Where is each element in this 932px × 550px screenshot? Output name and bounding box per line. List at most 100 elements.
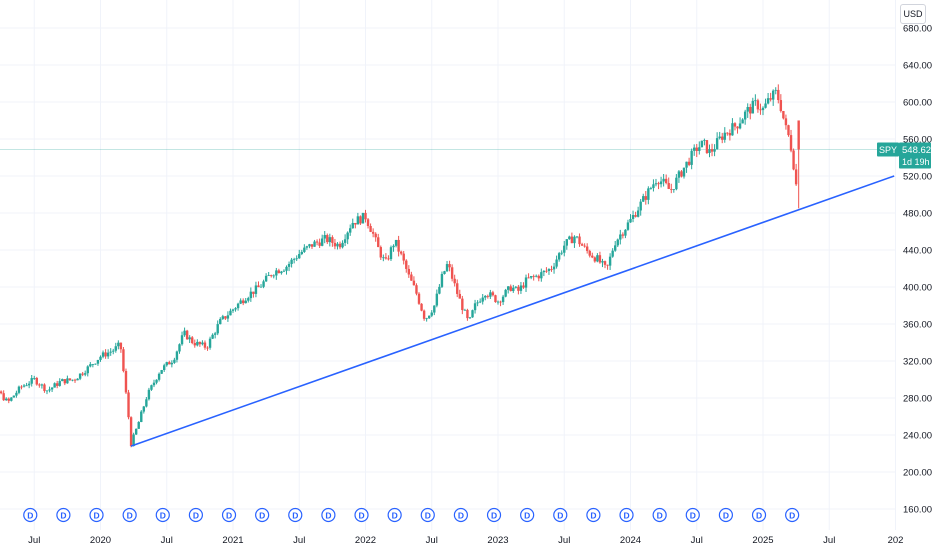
x-tick-label: Jul: [558, 535, 570, 546]
dividend-marker: D: [718, 507, 734, 523]
candle: [461, 298, 464, 311]
candle: [504, 289, 507, 297]
candle: [58, 381, 61, 386]
candle: [542, 270, 546, 273]
candle: [456, 283, 459, 294]
candle: [188, 337, 191, 340]
candle: [687, 161, 691, 165]
candle: [208, 338, 212, 348]
y-tick-label: 320.00: [903, 356, 932, 367]
candle: [267, 275, 270, 277]
svg-text:D: D: [723, 511, 729, 521]
candle: [585, 246, 589, 251]
candle: [743, 111, 747, 120]
x-tick-label: 2025: [752, 535, 773, 546]
candle: [710, 149, 714, 152]
candle: [259, 286, 263, 288]
candle: [450, 267, 454, 279]
candle: [5, 398, 8, 401]
candle: [254, 285, 258, 294]
candle: [754, 100, 757, 102]
candle: [708, 149, 711, 153]
candle: [433, 305, 436, 313]
candle: [236, 303, 240, 309]
candle: [550, 269, 553, 270]
candle: [349, 228, 352, 233]
candle: [341, 242, 344, 248]
dividend-marker: D: [23, 507, 38, 523]
candle: [241, 300, 245, 304]
candle: [649, 188, 653, 189]
trendline[interactable]: [130, 175, 895, 447]
svg-text:D: D: [524, 511, 530, 521]
candle: [733, 123, 737, 127]
candle: [71, 379, 74, 381]
candle: [310, 244, 314, 247]
candle: [580, 244, 584, 246]
candle: [320, 238, 324, 246]
candle: [568, 236, 571, 240]
currency-button[interactable]: USD: [900, 4, 926, 24]
svg-text:D: D: [690, 511, 696, 521]
candle: [364, 212, 367, 220]
candle: [636, 210, 640, 217]
support-trendline[interactable]: [130, 175, 895, 447]
candle: [514, 286, 518, 288]
candle: [570, 236, 574, 244]
candle: [0, 391, 3, 394]
candle: [239, 300, 242, 304]
svg-text:D: D: [127, 511, 133, 521]
dividend-marker: D: [619, 507, 634, 523]
candle: [152, 382, 156, 386]
candle: [537, 275, 540, 279]
candle: [703, 140, 706, 141]
candle: [726, 132, 729, 134]
candle: [685, 161, 688, 168]
candle: [229, 310, 232, 316]
candle: [420, 303, 423, 311]
candle: [723, 132, 726, 140]
candle: [53, 383, 56, 388]
candle: [17, 386, 21, 393]
candle: [300, 251, 303, 255]
candle: [96, 359, 100, 364]
candle: [598, 255, 602, 263]
x-tick-label: 2023: [487, 535, 508, 546]
candle: [481, 297, 484, 302]
candle: [331, 237, 334, 243]
candle: [81, 373, 84, 375]
svg-text:1d 19h: 1d 19h: [902, 157, 930, 167]
candle: [119, 342, 123, 350]
candle: [84, 373, 87, 375]
candle: [203, 342, 207, 348]
candle: [308, 244, 311, 247]
candle: [326, 235, 329, 243]
candle: [540, 272, 543, 279]
candle: [168, 362, 171, 365]
x-tick-label: Jul: [426, 535, 438, 546]
candle: [453, 278, 456, 284]
candle: [445, 264, 449, 272]
candle: [101, 352, 105, 357]
candle: [496, 301, 500, 303]
candle: [634, 215, 637, 217]
candle: [535, 275, 538, 277]
candle: [140, 411, 143, 423]
candle: [478, 301, 482, 303]
candle: [608, 256, 612, 266]
candle: [458, 293, 461, 299]
dividend-marker: D: [785, 507, 800, 523]
candle: [369, 226, 372, 232]
candle: [196, 341, 199, 346]
svg-text:D: D: [93, 511, 99, 521]
svg-text:D: D: [491, 511, 497, 521]
candle: [621, 234, 625, 236]
candle: [43, 384, 46, 391]
candle: [20, 386, 23, 388]
candle: [698, 147, 701, 151]
candle: [157, 373, 161, 380]
candle: [563, 245, 566, 253]
candle: [287, 263, 291, 267]
